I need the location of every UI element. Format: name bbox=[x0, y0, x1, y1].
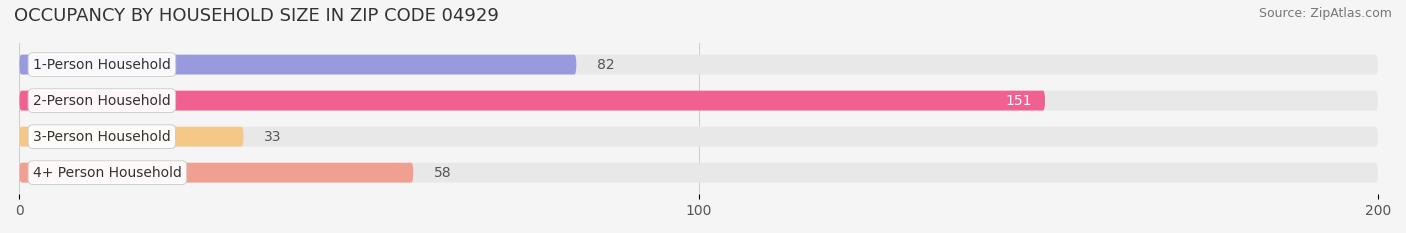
FancyBboxPatch shape bbox=[20, 91, 1045, 110]
FancyBboxPatch shape bbox=[20, 163, 1378, 183]
Text: OCCUPANCY BY HOUSEHOLD SIZE IN ZIP CODE 04929: OCCUPANCY BY HOUSEHOLD SIZE IN ZIP CODE … bbox=[14, 7, 499, 25]
Text: 4+ Person Household: 4+ Person Household bbox=[32, 166, 181, 180]
Text: 151: 151 bbox=[1005, 94, 1032, 108]
FancyBboxPatch shape bbox=[20, 127, 243, 147]
FancyBboxPatch shape bbox=[20, 55, 1378, 75]
Text: 3-Person Household: 3-Person Household bbox=[32, 130, 170, 144]
Text: 58: 58 bbox=[433, 166, 451, 180]
FancyBboxPatch shape bbox=[20, 91, 1378, 110]
Text: 2-Person Household: 2-Person Household bbox=[32, 94, 170, 108]
FancyBboxPatch shape bbox=[20, 127, 1378, 147]
Text: 1-Person Household: 1-Person Household bbox=[32, 58, 172, 72]
FancyBboxPatch shape bbox=[20, 55, 576, 75]
Text: 33: 33 bbox=[264, 130, 281, 144]
Text: Source: ZipAtlas.com: Source: ZipAtlas.com bbox=[1258, 7, 1392, 20]
Text: 82: 82 bbox=[596, 58, 614, 72]
FancyBboxPatch shape bbox=[20, 163, 413, 183]
